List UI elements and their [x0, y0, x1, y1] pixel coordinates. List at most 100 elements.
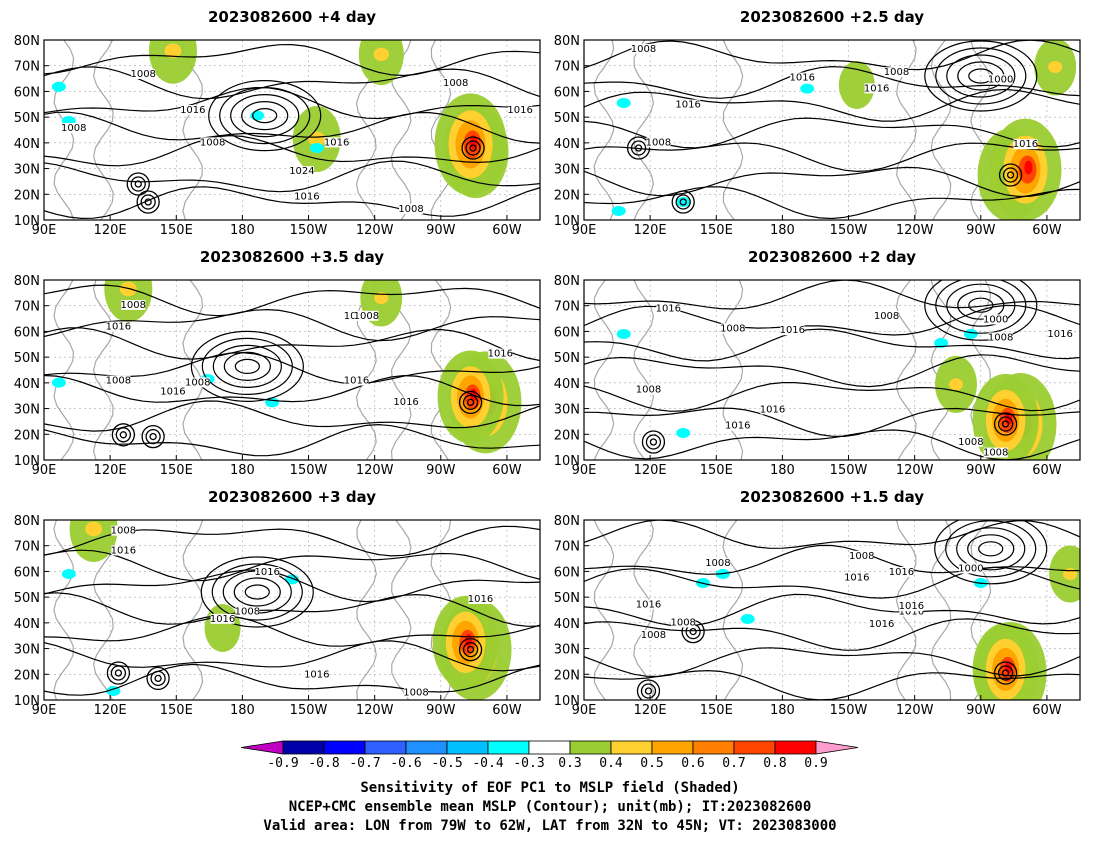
y-tick-label: 40N: [554, 137, 580, 152]
y-tick-label: 40N: [554, 377, 580, 392]
contour-label-bg: [235, 606, 260, 617]
y-tick-label: 30N: [554, 403, 580, 418]
isobar: [208, 79, 322, 152]
sensitivity-positive-area: [949, 378, 963, 391]
low-pressure-center: [145, 428, 161, 445]
isobar: [241, 100, 289, 131]
isobar: [584, 407, 1080, 438]
contour-label: 1016: [1013, 139, 1038, 150]
colorbar-swatch: [651, 740, 694, 755]
colorbar-tick-label: -0.4: [472, 756, 503, 771]
isobar: [44, 186, 540, 220]
low-pressure-center: [462, 641, 479, 658]
low-pressure-center: [1002, 167, 1019, 183]
contour-label-bg: [874, 310, 899, 321]
colorbar-swatch: [487, 740, 530, 755]
x-tick-label: 120W: [356, 703, 394, 718]
contour-label-bg: [988, 74, 1013, 85]
sensitivity-positive-area: [85, 521, 102, 537]
contour-label-bg: [488, 348, 513, 359]
x-tick-label: 120W: [896, 703, 934, 718]
x-tick-label: 90E: [572, 463, 597, 478]
x-tick-label: 90E: [32, 223, 57, 238]
isobar: [219, 86, 311, 145]
contour-label: 1000: [983, 314, 1008, 325]
panel-title: 2023082600 +2 day: [748, 248, 916, 266]
contour-label-bg: [394, 397, 419, 408]
x-tick-label: 90E: [32, 703, 57, 718]
x-tick-label: 120E: [634, 703, 667, 718]
coastline: [356, 520, 377, 700]
x-tick-label: 90E: [572, 703, 597, 718]
contour-label: 1008: [185, 377, 210, 388]
contour-label-bg: [631, 43, 656, 54]
low-pressure-center: [993, 661, 1018, 685]
contour-label: 1016: [899, 601, 924, 612]
contour-label: 1016: [324, 137, 349, 148]
x-tick-label: 120E: [94, 703, 127, 718]
contour-label-bg: [646, 137, 671, 148]
contour-label: 1008: [631, 44, 656, 55]
contour-label-bg: [399, 204, 424, 214]
isobar: [200, 556, 314, 628]
contour-label: 1008: [111, 526, 136, 537]
y-tick-label: 50N: [14, 111, 40, 126]
y-tick-label: 10N: [14, 214, 40, 229]
y-tick-label: 20N: [14, 428, 40, 443]
contour-label-bg: [180, 105, 205, 115]
low-pressure-center: [466, 398, 475, 407]
x-tick-label: 120W: [896, 223, 934, 238]
panel-title: 2023082600 +3 day: [208, 488, 376, 506]
colorbar-swatch: [610, 740, 653, 755]
x-tick-label: 150W: [290, 703, 328, 718]
contour-label-bg: [508, 105, 533, 115]
colorbar-swatch: [774, 740, 817, 755]
low-pressure-center: [144, 198, 152, 206]
isobar: [584, 618, 1080, 651]
isobar: [252, 107, 278, 124]
y-tick-label: 60N: [14, 325, 40, 340]
map-frame: [583, 519, 1081, 701]
isobar: [244, 584, 270, 600]
contour-label: 1008: [646, 137, 671, 148]
contour-label: 1008: [705, 558, 730, 569]
map-frame: [583, 279, 1081, 461]
map-panel-5: 2023082600 +3 day 10081016101610081016101…: [14, 488, 541, 718]
sensitivity-positive-area: [373, 47, 389, 62]
y-tick-label: 10N: [554, 694, 580, 709]
y-tick-label: 10N: [14, 694, 40, 709]
coastline: [895, 280, 917, 460]
mslp-contours: [44, 284, 540, 457]
isobar: [44, 160, 540, 193]
sensitivity-negative-area: [51, 377, 66, 388]
y-tick-label: 50N: [554, 351, 580, 366]
isobar: [584, 354, 1080, 388]
contour-label-bg: [61, 123, 86, 133]
x-tick-label: 90E: [572, 223, 597, 238]
colorbar-swatch: [692, 740, 735, 755]
coastline: [92, 280, 114, 460]
contour-label-bg: [160, 386, 185, 397]
isobar: [946, 54, 1016, 98]
colorbar-tick-label: -0.8: [308, 756, 339, 771]
x-tick-label: 150W: [830, 463, 868, 478]
sensitivity-positive-area: [374, 292, 389, 304]
contour-label-bg: [354, 310, 379, 321]
isobar: [584, 669, 1080, 700]
x-tick-label: 150E: [700, 463, 733, 478]
x-tick-label: 60W: [492, 463, 522, 478]
x-axis: 90E 120E 150E 180 150W 120W 90W 60W: [32, 215, 522, 238]
y-tick-label: 70N: [14, 60, 40, 75]
low-pressure-center: [679, 198, 687, 206]
y-tick-label: 40N: [14, 137, 40, 152]
map-panel-1: 2023082600 +4 day 1008 1008 1016 1016 1008 102…: [14, 8, 541, 238]
low-pressure-center: [1001, 669, 1010, 677]
x-tick-label: 150W: [830, 223, 868, 238]
low-pressure-center: [150, 670, 166, 687]
y-tick-label: 30N: [14, 643, 40, 658]
coastline: [53, 280, 75, 460]
y-axis: 80N 70N 60N 50N 40N 30N 20N 10N: [14, 274, 49, 469]
y-axis: 80N 70N 60N 50N 40N 30N 20N 10N: [554, 34, 589, 229]
